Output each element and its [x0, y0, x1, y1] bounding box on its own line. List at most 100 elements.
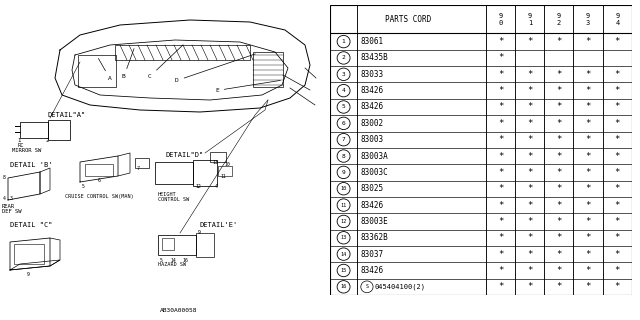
Text: HEIGHT: HEIGHT: [158, 192, 177, 197]
Text: *: *: [614, 119, 620, 128]
Text: *: *: [499, 86, 504, 95]
Text: *: *: [556, 119, 562, 128]
Text: 9: 9: [27, 272, 30, 277]
Bar: [135, 158, 149, 168]
Text: 045404100(2): 045404100(2): [374, 284, 426, 290]
Text: 2: 2: [342, 55, 346, 60]
Text: *: *: [586, 217, 591, 226]
Text: *: *: [556, 168, 562, 177]
Text: *: *: [556, 135, 562, 144]
Text: C: C: [148, 45, 183, 79]
Text: B: B: [122, 49, 134, 79]
Text: *: *: [556, 266, 562, 275]
Text: *: *: [556, 184, 562, 193]
Text: 12: 12: [340, 219, 347, 224]
Text: 83025: 83025: [361, 184, 384, 193]
Text: *: *: [527, 152, 532, 161]
Text: 83003E: 83003E: [361, 217, 388, 226]
Text: 11: 11: [340, 203, 347, 208]
Text: 1: 1: [342, 39, 346, 44]
Text: HAZARD SW: HAZARD SW: [158, 262, 186, 267]
Text: 5: 5: [82, 184, 85, 189]
Text: 6: 6: [98, 178, 101, 183]
Text: *: *: [586, 184, 591, 193]
Text: *: *: [614, 37, 620, 46]
Text: *: *: [556, 217, 562, 226]
Text: *: *: [614, 250, 620, 259]
Text: 2: 2: [46, 138, 49, 143]
Text: 9
4: 9 4: [615, 13, 620, 26]
Text: 14: 14: [170, 258, 176, 263]
Text: 9: 9: [198, 230, 201, 235]
Text: *: *: [527, 201, 532, 210]
Text: *: *: [556, 102, 562, 111]
Text: 83061: 83061: [361, 37, 384, 46]
Text: *: *: [614, 168, 620, 177]
Text: *: *: [586, 266, 591, 275]
Text: 3: 3: [342, 72, 346, 77]
Text: 83003A: 83003A: [361, 152, 388, 161]
Text: *: *: [556, 70, 562, 79]
Text: *: *: [499, 201, 504, 210]
Text: 83426: 83426: [361, 201, 384, 210]
Text: *: *: [586, 282, 591, 291]
Text: *: *: [614, 266, 620, 275]
Text: 13: 13: [340, 235, 347, 240]
Text: 83003C: 83003C: [361, 168, 388, 177]
Text: *: *: [499, 119, 504, 128]
Text: *: *: [556, 86, 562, 95]
Text: *: *: [499, 152, 504, 161]
Text: *: *: [527, 135, 532, 144]
Text: *: *: [527, 102, 532, 111]
Text: *: *: [586, 152, 591, 161]
Text: *: *: [586, 168, 591, 177]
Text: *: *: [556, 37, 562, 46]
Text: *: *: [527, 233, 532, 242]
Text: *: *: [556, 201, 562, 210]
Bar: [48, 120, 70, 140]
Text: 9
0: 9 0: [499, 13, 503, 26]
Text: *: *: [614, 282, 620, 291]
Text: MIRROR SW: MIRROR SW: [12, 148, 41, 153]
Text: 1: 1: [17, 138, 20, 143]
Bar: [155, 162, 193, 184]
Text: AB30A00058: AB30A00058: [160, 308, 198, 313]
Text: *: *: [614, 102, 620, 111]
Text: DETAIL "C": DETAIL "C": [10, 222, 52, 228]
Text: *: *: [614, 184, 620, 193]
Text: D: D: [175, 54, 255, 83]
Text: 7: 7: [342, 137, 346, 142]
Text: S: S: [365, 284, 369, 289]
Text: *: *: [527, 250, 532, 259]
Text: 9: 9: [342, 170, 346, 175]
Text: *: *: [586, 201, 591, 210]
Text: 5: 5: [342, 105, 346, 109]
Text: A: A: [99, 59, 112, 81]
Bar: [218, 166, 232, 176]
Text: DETAIL"A": DETAIL"A": [48, 112, 86, 118]
Text: *: *: [527, 184, 532, 193]
Text: DETAIL 'B': DETAIL 'B': [10, 162, 52, 168]
Text: 5: 5: [160, 258, 163, 263]
Text: *: *: [499, 184, 504, 193]
Text: 83426: 83426: [361, 86, 384, 95]
Bar: [14, 244, 44, 264]
Text: *: *: [499, 102, 504, 111]
Bar: [210, 152, 226, 162]
Text: *: *: [586, 70, 591, 79]
Text: *: *: [527, 86, 532, 95]
Text: *: *: [527, 217, 532, 226]
Text: 4: 4: [215, 184, 218, 189]
Text: DETAIL'E': DETAIL'E': [200, 222, 238, 228]
Text: *: *: [614, 86, 620, 95]
Text: 12: 12: [195, 184, 201, 189]
Text: 13: 13: [212, 160, 218, 165]
Text: 10: 10: [340, 186, 347, 191]
Text: *: *: [586, 119, 591, 128]
Text: PARTS CORD: PARTS CORD: [385, 15, 431, 24]
Text: *: *: [499, 233, 504, 242]
Polygon shape: [8, 194, 40, 200]
Text: *: *: [527, 70, 532, 79]
Bar: [20, 122, 48, 138]
Text: 8: 8: [3, 175, 6, 180]
